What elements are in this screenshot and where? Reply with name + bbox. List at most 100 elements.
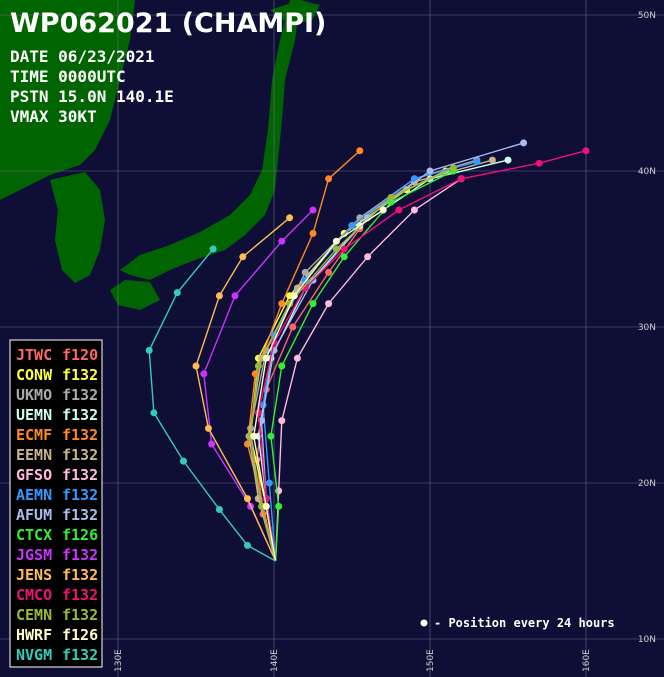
legend-name: NVGM: [16, 646, 52, 664]
track-position: [309, 229, 317, 237]
legend-tau: f132: [62, 446, 98, 464]
legend: JTWC f120 CONW f132 UKMO f132 UEMN f132 ECMF f132…: [16, 346, 98, 664]
track-position: [457, 175, 465, 183]
legend-tau: f126: [62, 626, 98, 644]
lon-label: 160E: [582, 649, 592, 672]
legend-tau: f132: [62, 426, 98, 444]
track-position: [340, 245, 348, 253]
lat-label: 10N: [638, 635, 656, 645]
lat-label: 40N: [638, 167, 656, 177]
track-position: [379, 206, 387, 214]
track-position: [309, 206, 317, 214]
track-position: [340, 253, 348, 261]
track: [274, 178, 462, 562]
track-position: [243, 440, 251, 448]
legend-tau: f132: [62, 566, 98, 584]
track-position: [293, 354, 301, 362]
track-position: [150, 409, 158, 417]
track-position: [387, 194, 395, 202]
legend-tau: f132: [62, 646, 98, 664]
track-position: [208, 440, 216, 448]
legend-tau: f132: [62, 586, 98, 604]
track-position: [262, 354, 270, 362]
legend-tau: f132: [62, 546, 98, 564]
note-dot: [420, 619, 428, 627]
track-position: [278, 237, 286, 245]
track-position: [209, 245, 217, 253]
legend-name: CONW: [16, 366, 53, 384]
track: [257, 150, 587, 562]
legend-tau: f132: [62, 506, 98, 524]
track-position: [325, 175, 333, 183]
info-line: DATE 06/23/2021: [10, 47, 155, 66]
track-position: [250, 432, 258, 440]
track-position: [243, 495, 251, 503]
legend-name: HWRF: [16, 626, 52, 644]
legend-tau: f132: [62, 366, 98, 384]
legend-tau: f132: [62, 386, 98, 404]
track-position: [410, 206, 418, 214]
legend-tau: f132: [62, 606, 98, 624]
info-line: VMAX 30KT: [10, 107, 97, 126]
legend-tau: f126: [62, 526, 98, 544]
title: WP062021 (CHAMPI): [10, 8, 326, 39]
track-position: [200, 370, 208, 378]
legend-name: ECMF: [16, 426, 52, 444]
legend-tau: f132: [62, 406, 98, 424]
track-position: [348, 222, 356, 230]
info-line: TIME 0000UTC: [10, 67, 126, 86]
track-position: [364, 253, 372, 261]
legend-name: AEMN: [16, 486, 52, 504]
track-position: [309, 300, 317, 308]
track-position: [332, 237, 340, 245]
track-position: [180, 457, 188, 465]
track-position: [278, 362, 286, 370]
note: - Position every 24 hours: [434, 616, 615, 630]
track-position: [215, 506, 223, 514]
info-line: PSTN 15.0N 140.1E: [10, 87, 174, 106]
track-position: [267, 432, 275, 440]
land: [0, 0, 320, 310]
track-position: [520, 139, 528, 147]
legend-name: GFSO: [16, 466, 52, 484]
lon-label: 140E: [270, 649, 280, 672]
track-position: [204, 424, 212, 432]
track-position: [301, 284, 309, 292]
legend-name: AFUM: [16, 506, 52, 524]
track-position: [278, 300, 286, 308]
legend-name: JENS: [16, 566, 52, 584]
legend-name: UEMN: [16, 406, 52, 424]
track-position: [173, 289, 181, 297]
track-position: [449, 164, 457, 172]
tracks: [145, 139, 590, 562]
track-position: [289, 323, 297, 331]
track-position: [535, 159, 543, 167]
lon-label: 150E: [426, 649, 436, 672]
legend-tau: f132: [62, 466, 98, 484]
legend-tau: f120: [62, 346, 98, 364]
legend-name: UKMO: [16, 386, 52, 404]
legend-name: CEMN: [16, 606, 52, 624]
legend-box: [9, 339, 103, 668]
legend-name: JGSM: [16, 546, 52, 564]
track: [249, 167, 454, 562]
lat-label: 30N: [638, 323, 656, 333]
legend-name: CMCO: [16, 586, 52, 604]
track-position: [473, 158, 481, 166]
track-position: [301, 268, 309, 276]
track-position: [262, 502, 270, 510]
track-position: [243, 541, 251, 549]
track-position: [332, 245, 340, 253]
track-position: [488, 156, 496, 164]
legend-name: EEMN: [16, 446, 52, 464]
legend-name: CTCX: [16, 526, 52, 544]
lat-label: 20N: [638, 479, 656, 489]
lon-label: 130E: [114, 649, 124, 672]
legend-name: JTWC: [16, 346, 52, 364]
track-position: [278, 417, 286, 425]
track: [148, 248, 276, 562]
track-position: [426, 167, 434, 175]
track-position: [254, 362, 262, 370]
